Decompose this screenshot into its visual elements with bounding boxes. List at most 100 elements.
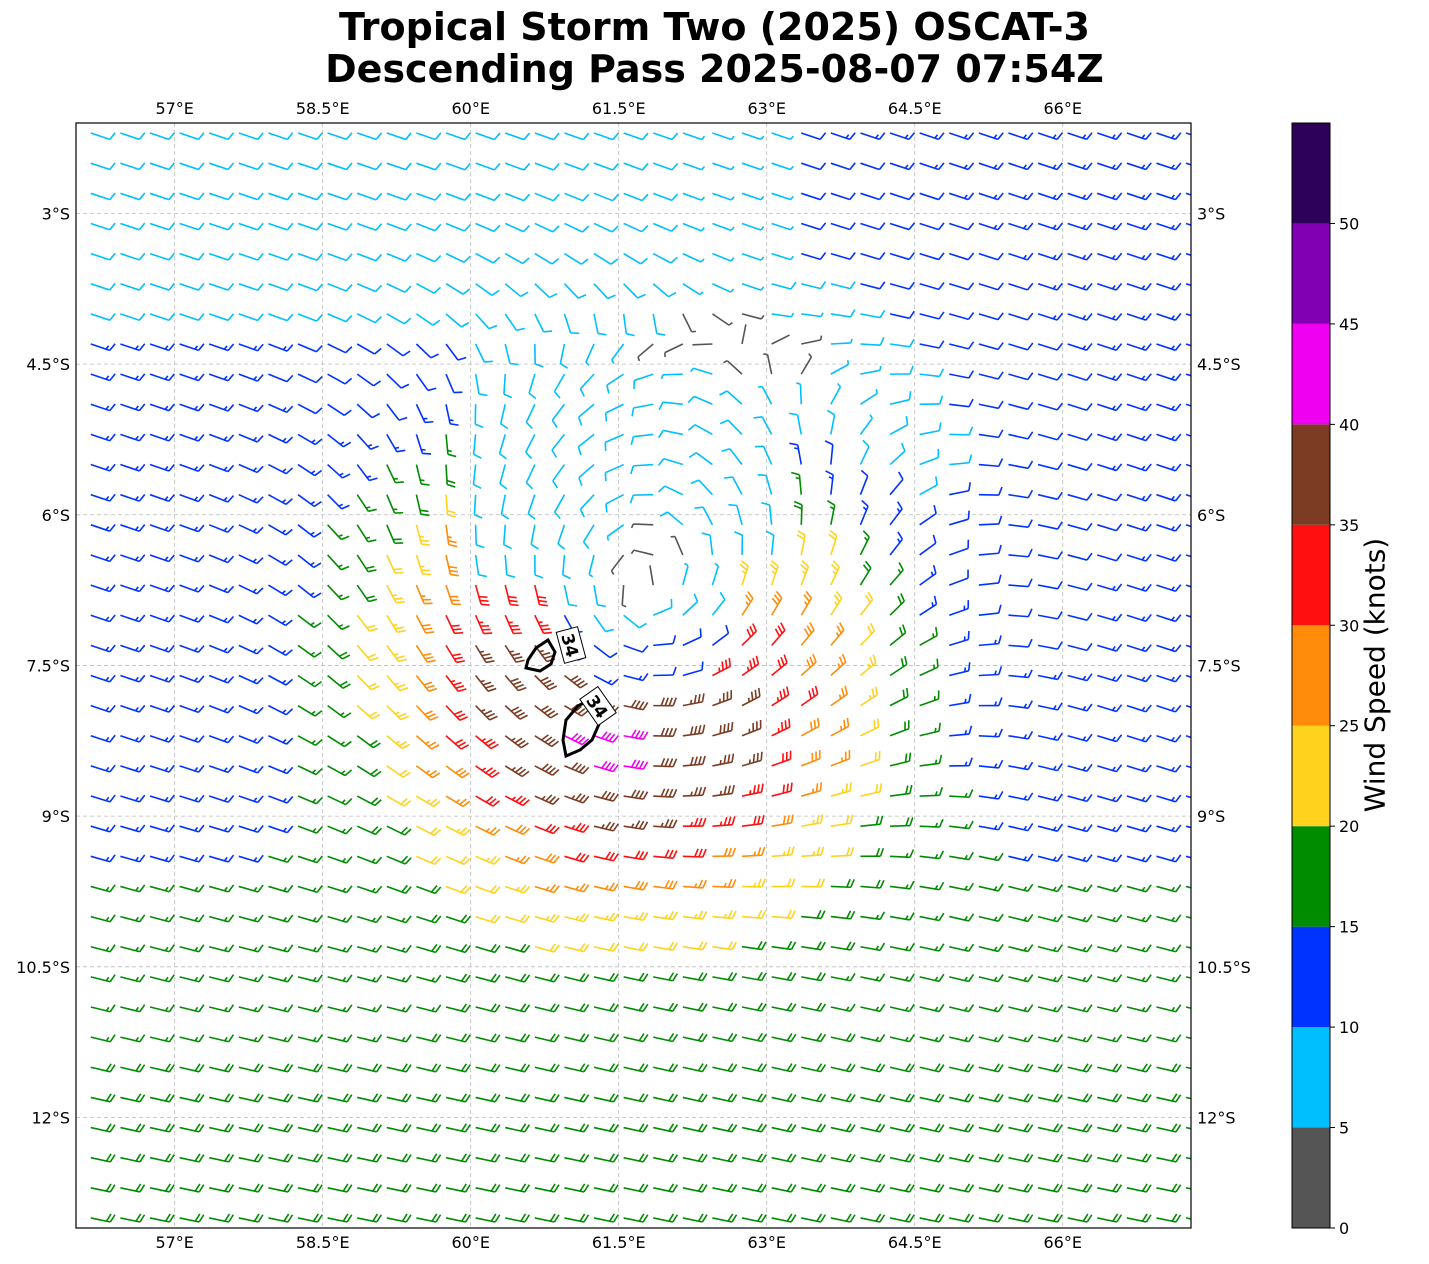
wind-barb <box>1097 523 1123 532</box>
wind-barb <box>386 162 412 171</box>
wind-barb <box>860 942 886 952</box>
wind-barb <box>1097 1034 1123 1043</box>
wind-barb <box>120 192 146 201</box>
wind-barb <box>771 878 796 888</box>
wind-barb <box>1156 313 1182 321</box>
wind-barb <box>179 493 205 503</box>
wind-barb <box>604 463 624 482</box>
wind-barb <box>357 1123 383 1133</box>
wind-barb <box>978 400 1004 410</box>
wind-barb <box>475 1183 501 1193</box>
wind-barb <box>860 1183 886 1193</box>
wind-barb <box>860 847 885 858</box>
wind-barb <box>415 373 437 392</box>
wind-barb <box>238 524 264 535</box>
wind-barb <box>208 192 235 201</box>
wind-barb <box>688 452 713 466</box>
wind-barb <box>445 283 471 295</box>
wind-barb <box>1185 1187 1191 1190</box>
wind-barb <box>564 1093 590 1103</box>
wind-barb <box>238 433 264 443</box>
wind-barb <box>694 506 714 526</box>
wind-barb <box>564 822 590 834</box>
colorbar-bin <box>1292 424 1330 525</box>
34-knot-contour: 34 34 <box>524 626 617 759</box>
wind-barb <box>357 974 383 983</box>
wind-barb <box>860 783 883 797</box>
wind-barb <box>327 1183 353 1193</box>
wind-barb <box>1037 162 1064 171</box>
wind-barb <box>445 524 458 548</box>
wind-barb <box>889 1153 915 1163</box>
wind-barb <box>830 1033 856 1043</box>
wind-barb <box>559 343 569 369</box>
wind-barb <box>179 794 205 803</box>
wind-barb <box>712 784 735 797</box>
wind-barb <box>653 727 678 737</box>
wind-barb <box>475 735 499 750</box>
wind-barb <box>238 944 264 953</box>
wind-barb <box>771 814 794 827</box>
wind-barb <box>564 1063 590 1073</box>
wind-barb <box>949 757 973 767</box>
wind-barb <box>208 252 235 261</box>
lat-tick-label-right: 6°S <box>1197 506 1225 525</box>
wind-barb <box>1126 493 1152 502</box>
wind-barb <box>889 501 903 526</box>
wind-barb <box>297 885 323 894</box>
wind-barb <box>149 794 175 803</box>
wind-barb <box>534 584 548 607</box>
wind-barb <box>623 789 649 800</box>
wind-barb <box>1185 1156 1191 1160</box>
wind-barb <box>800 622 815 646</box>
wind-barb <box>268 825 294 834</box>
wind-barb <box>209 1004 235 1013</box>
wind-barb <box>741 1213 767 1223</box>
wind-barb <box>800 717 820 737</box>
wind-barb <box>741 751 763 767</box>
wind-barb <box>1156 252 1182 261</box>
wind-barb <box>208 282 235 291</box>
wind-barb <box>208 433 235 443</box>
wind-barb <box>771 1213 797 1223</box>
wind-barb <box>741 1123 767 1133</box>
wind-barb <box>682 1213 708 1223</box>
lat-tick-label-right: 7.5°S <box>1197 656 1241 675</box>
wind-barb <box>416 943 442 954</box>
wind-barb <box>860 192 886 201</box>
wind-barb <box>741 132 765 141</box>
wind-barb <box>1037 252 1064 261</box>
wind-barb <box>1156 1153 1182 1163</box>
wind-barb <box>475 855 501 865</box>
wind-barb <box>1008 1004 1034 1013</box>
wind-barb <box>179 252 205 261</box>
wind-barb <box>1126 1093 1152 1103</box>
contour-34kt-south <box>561 695 602 759</box>
wind-barb <box>90 914 116 923</box>
wind-barb <box>149 463 175 472</box>
wind-barb <box>149 162 175 171</box>
wind-barb <box>623 972 649 982</box>
wind-barb <box>830 814 854 827</box>
wind-barb <box>889 784 913 797</box>
wind-barb <box>179 313 205 322</box>
wind-barb <box>577 403 595 426</box>
wind-barb <box>1185 313 1191 317</box>
wind-barb <box>948 539 970 556</box>
wind-barb <box>327 674 351 689</box>
wind-barb <box>860 1213 886 1223</box>
wind-barb <box>472 434 482 459</box>
colorbar-bin <box>1292 1027 1330 1128</box>
wind-barb <box>593 283 616 300</box>
wind-barb <box>978 697 1003 707</box>
wind-barb <box>475 1123 501 1133</box>
wind-barb <box>830 1153 856 1163</box>
wind-barb <box>889 624 907 646</box>
wind-barb <box>445 885 471 895</box>
wind-barb <box>416 1153 442 1163</box>
wind-barb <box>149 313 175 321</box>
wind-barb <box>1037 914 1063 923</box>
wind-barb <box>889 912 915 921</box>
wind-barb <box>734 531 744 555</box>
colorbar-bin <box>1292 323 1330 425</box>
